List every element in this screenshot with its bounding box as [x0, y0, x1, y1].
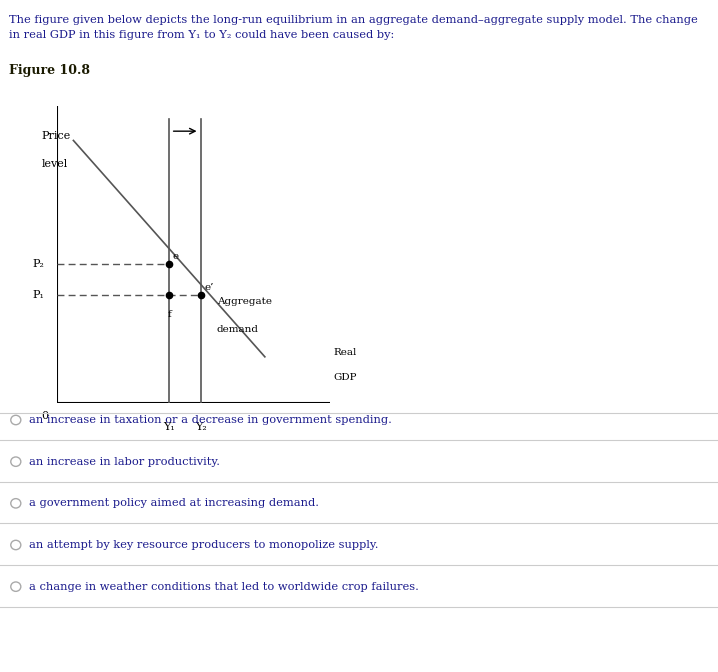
Text: e: e	[173, 253, 179, 261]
Text: GDP: GDP	[334, 372, 357, 382]
Text: Y₂: Y₂	[195, 422, 207, 431]
Text: Y₁: Y₁	[163, 422, 175, 431]
Text: demand: demand	[217, 325, 259, 334]
Text: Real: Real	[334, 348, 357, 357]
Text: an increase in taxation or a decrease in government spending.: an increase in taxation or a decrease in…	[29, 415, 391, 425]
Text: P₁: P₁	[33, 290, 45, 300]
Text: The figure given below depicts the long-run equilibrium in an aggregate demand–a: The figure given below depicts the long-…	[9, 15, 698, 25]
Text: f: f	[167, 310, 172, 319]
Text: P₂: P₂	[33, 259, 45, 269]
Text: Figure 10.8: Figure 10.8	[9, 64, 90, 77]
Text: level: level	[42, 159, 67, 169]
Text: an increase in labor productivity.: an increase in labor productivity.	[29, 457, 220, 466]
Text: an attempt by key resource producers to monopolize supply.: an attempt by key resource producers to …	[29, 540, 378, 550]
Text: 0: 0	[41, 411, 48, 421]
Text: in real GDP in this figure from Y₁ to Y₂ could have been caused by:: in real GDP in this figure from Y₁ to Y₂…	[9, 30, 395, 40]
Text: e’: e’	[205, 284, 215, 292]
Text: a change in weather conditions that led to worldwide crop failures.: a change in weather conditions that led …	[29, 582, 419, 591]
Text: Price: Price	[42, 131, 71, 141]
Text: a government policy aimed at increasing demand.: a government policy aimed at increasing …	[29, 499, 319, 508]
Text: Aggregate: Aggregate	[217, 297, 272, 306]
